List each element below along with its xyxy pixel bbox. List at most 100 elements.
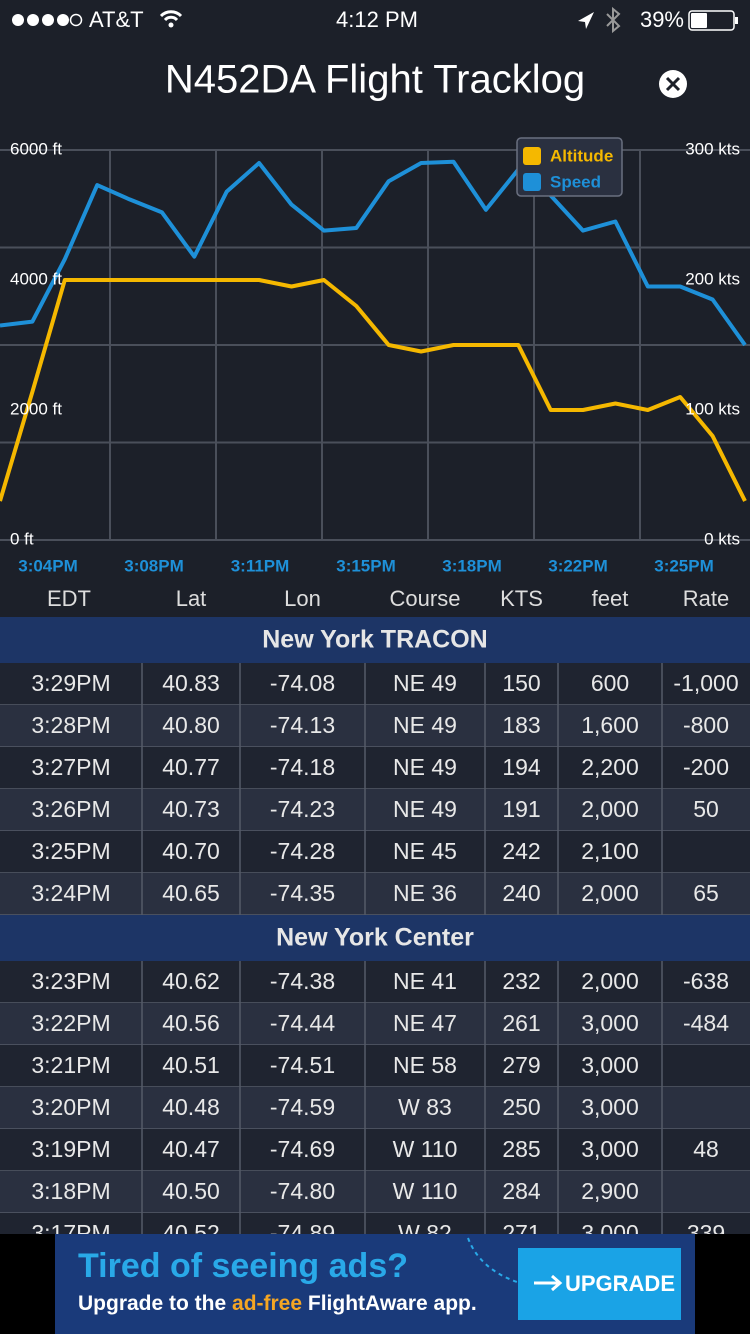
table-cell: -638 (683, 968, 729, 994)
table-cell: 40.65 (162, 880, 220, 906)
upgrade-label[interactable]: UPGRADE (565, 1271, 675, 1296)
table-cell: NE 49 (393, 796, 457, 822)
table-cell: 2,000 (581, 796, 639, 822)
table-row: 3:29PM 40.83 -74.08 NE 49 150 600 -1,000 (0, 663, 750, 706)
section-header-bg (0, 617, 750, 663)
column-header: Course (390, 586, 461, 611)
column-header: Rate (683, 586, 729, 611)
table-cell: 3:27PM (31, 754, 110, 780)
table-row: 3:18PM 40.50 -74.80 W 110 284 2,900 (0, 1171, 750, 1214)
table-cell: 50 (693, 796, 719, 822)
signal-dot (12, 14, 24, 26)
ad-banner[interactable]: Tired of seeing ads? Upgrade to the ad-f… (0, 1234, 750, 1334)
clock: 4:12 PM (336, 7, 418, 32)
table-cell: 40.62 (162, 968, 220, 994)
series-line (0, 278, 747, 502)
table-cell: 3,000 (581, 1010, 639, 1036)
table-cell: 3:26PM (31, 796, 110, 822)
ad-text: Upgrade to the ad-free FlightAware app. (78, 1292, 477, 1315)
table-cell: 194 (502, 754, 541, 780)
table-row: 3:25PM 40.70 -74.28 NE 45 242 2,100 (0, 831, 750, 874)
table-cell: -74.59 (270, 1094, 335, 1120)
table-cell: -74.18 (270, 754, 335, 780)
page-title: N452DA Flight Tracklog (165, 58, 585, 102)
table-cell: 3,000 (581, 1052, 639, 1078)
x-tick-label: 3:25PM (654, 556, 714, 575)
table-cell: 40.56 (162, 1010, 220, 1036)
legend-label: Speed (550, 172, 601, 191)
table-cell: 3:21PM (31, 1052, 110, 1078)
table-cell: NE 45 (393, 838, 457, 864)
row-bg (0, 1087, 750, 1129)
ad-dash (467, 1237, 521, 1284)
table-row: 3:20PM 40.48 -74.59 W 83 250 3,000 (0, 1087, 750, 1130)
status-bar: AT&T 4:12 PM 39% (12, 6, 738, 34)
table-row: 3:28PM 40.80 -74.13 NE 49 183 1,600 -800 (0, 705, 750, 748)
ad-text-start: Upgrade to the (78, 1292, 232, 1315)
row-bg (0, 873, 750, 915)
location-icon (578, 12, 594, 29)
table-cell: 3,000 (581, 1136, 639, 1162)
table-cell: 191 (502, 796, 540, 822)
y-tick-label: 4000 ft (10, 269, 62, 288)
close-x[interactable] (665, 76, 681, 92)
table-cell: 261 (502, 1010, 540, 1036)
table-cell: -1,000 (673, 670, 738, 696)
x-tick-label: 3:08PM (124, 556, 184, 575)
table-cell: 40.83 (162, 670, 220, 696)
signal-dot (57, 14, 69, 26)
table-cell: -74.44 (270, 1010, 335, 1036)
bluetooth-icon (606, 6, 621, 34)
table-cell: NE 49 (393, 754, 457, 780)
column-header: EDT (47, 586, 91, 611)
ad-text-highlight: ad-free (232, 1292, 302, 1315)
table-cell: 40.51 (162, 1052, 220, 1078)
battery-icon (688, 10, 735, 31)
battery-level (691, 13, 707, 28)
ad-text-end: FlightAware app. (302, 1292, 477, 1315)
table-cell: 2,100 (581, 838, 639, 864)
table-cell: NE 49 (393, 712, 457, 738)
table-cell: -74.80 (270, 1178, 335, 1204)
table-cell: 3:23PM (31, 968, 110, 994)
close-button[interactable] (659, 70, 687, 98)
row-bg (0, 1171, 750, 1213)
table-row: 3:26PM 40.73 -74.23 NE 49 191 2,000 50 (0, 789, 750, 832)
x-tick-label: 3:11PM (231, 556, 290, 575)
table-cell: -74.23 (270, 796, 335, 822)
x-tick-label: 3:15PM (336, 556, 396, 575)
table-cell: 3:24PM (31, 880, 110, 906)
legend-swatch (523, 173, 541, 191)
table-cell: 150 (502, 670, 540, 696)
table-cell: W 110 (393, 1136, 458, 1162)
table-cell: 183 (502, 712, 540, 738)
table-cell: -74.13 (270, 712, 335, 738)
table-cell: 279 (502, 1052, 540, 1078)
signal-dot (27, 14, 39, 26)
legend-box (516, 137, 623, 197)
series-line (0, 159, 747, 347)
table-cell: 40.80 (162, 712, 220, 738)
column-header: Lat (176, 586, 207, 611)
table-cell: -74.38 (270, 968, 335, 994)
row-bg (0, 663, 750, 705)
table-cell: NE 36 (393, 880, 457, 906)
table-cell: 48 (693, 1136, 719, 1162)
table-cell: 3:20PM (31, 1094, 110, 1120)
signal-dot (42, 14, 54, 26)
table-row: 3:22PM 40.56 -74.44 NE 47 261 3,000 -484 (0, 1003, 750, 1046)
row-bg (0, 705, 750, 747)
table-cell: 40.77 (162, 754, 220, 780)
table-cell: 3:22PM (31, 1010, 110, 1036)
y2-tick-label: 0 kts (704, 529, 740, 548)
y-tick-label: 0 ft (10, 529, 34, 548)
carrier: AT&T (89, 7, 144, 32)
row-bg (0, 747, 750, 789)
row-bg (0, 789, 750, 831)
table-cell: 240 (502, 880, 540, 906)
column-header: Lon (284, 586, 321, 611)
table-row: 3:27PM 40.77 -74.18 NE 49 194 2,200 -200 (0, 747, 750, 790)
chart: 0 ft 2000 ft 4000 ft 6000 ft 0 kts 100 kts 200… (0, 137, 750, 575)
